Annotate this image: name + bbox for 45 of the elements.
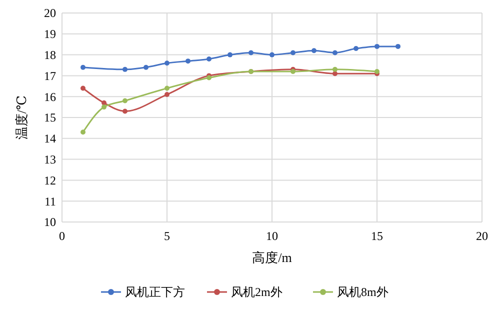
- y-tick-label: 18: [44, 48, 56, 62]
- point: [122, 98, 128, 104]
- legend-label: 风机2m外: [231, 285, 282, 300]
- point: [354, 46, 358, 52]
- point: [144, 64, 148, 70]
- point: [164, 60, 170, 66]
- y-tick-label: 19: [44, 27, 56, 42]
- y-tick-label: 13: [44, 152, 56, 166]
- x-tick-label: 0: [59, 229, 65, 243]
- point: [228, 52, 232, 58]
- legend-label: 风机8m外: [337, 285, 388, 300]
- x-tick-label: 20: [476, 229, 488, 243]
- point: [332, 66, 338, 72]
- point: [290, 69, 296, 74]
- point: [374, 44, 380, 49]
- point: [206, 56, 212, 62]
- x-tick-label: 5: [164, 229, 170, 243]
- point: [122, 108, 128, 114]
- y-tick-label: 10: [44, 215, 56, 230]
- point: [164, 92, 170, 98]
- y-tick-label: 16: [44, 90, 56, 104]
- y-axis-title: 温度/℃: [14, 95, 29, 140]
- point: [396, 44, 400, 49]
- x-tick-label: 10: [266, 229, 278, 243]
- point: [80, 130, 86, 135]
- point: [248, 50, 254, 56]
- point: [332, 50, 338, 56]
- y-tick-label: 20: [44, 6, 56, 20]
- y-tick-label: 14: [44, 132, 56, 146]
- y-tick-label: 15: [44, 110, 56, 125]
- point: [312, 48, 316, 54]
- point: [80, 86, 86, 91]
- legend-label: 风机正下方: [125, 285, 185, 300]
- x-axis-title: 高度/m: [252, 250, 292, 265]
- point: [80, 64, 86, 70]
- y-tick-label: 12: [44, 173, 56, 188]
- point: [270, 52, 274, 58]
- x-tick-label: 15: [371, 229, 383, 243]
- point: [102, 104, 106, 110]
- point: [164, 86, 170, 91]
- point: [122, 66, 128, 72]
- y-tick-label: 11: [44, 194, 56, 208]
- point: [290, 50, 296, 56]
- y-tick-label: 17: [44, 68, 56, 83]
- point: [186, 58, 190, 64]
